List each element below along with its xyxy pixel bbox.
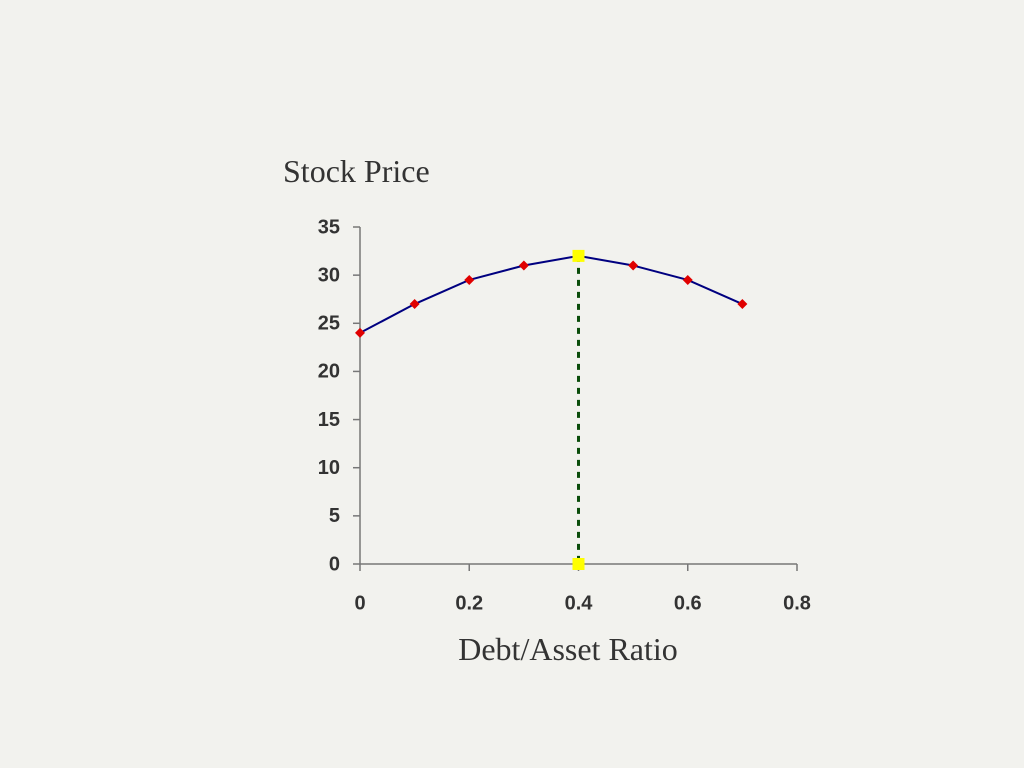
marker — [464, 274, 475, 285]
y-tick-label: 30 — [318, 264, 340, 286]
y-axis-title: Stock Price — [283, 153, 430, 189]
marker — [628, 260, 639, 271]
y-tick-label: 5 — [329, 505, 340, 527]
data-line — [359, 254, 743, 334]
x-tick-label: 0 — [354, 592, 365, 614]
y-tick-label: 15 — [318, 409, 340, 431]
y-tick-label: 20 — [318, 361, 340, 383]
marker — [572, 249, 585, 262]
x-tick-label: 0.6 — [674, 592, 702, 614]
x-axis-title: Debt/Asset Ratio — [458, 631, 678, 667]
marker — [682, 274, 693, 285]
marker — [409, 299, 420, 310]
x-tick-label: 0.8 — [783, 592, 811, 614]
y-tick-label: 25 — [318, 313, 340, 335]
y-tick-label: 0 — [329, 553, 340, 575]
y-tick-label: 10 — [318, 457, 340, 479]
marker — [572, 558, 585, 570]
marker — [355, 327, 365, 338]
marker — [737, 299, 748, 310]
y-tick-label: 35 — [318, 216, 340, 238]
x-tick-label: 0.4 — [565, 592, 594, 614]
marker — [518, 260, 529, 271]
x-tick-label: 0.2 — [455, 592, 483, 614]
